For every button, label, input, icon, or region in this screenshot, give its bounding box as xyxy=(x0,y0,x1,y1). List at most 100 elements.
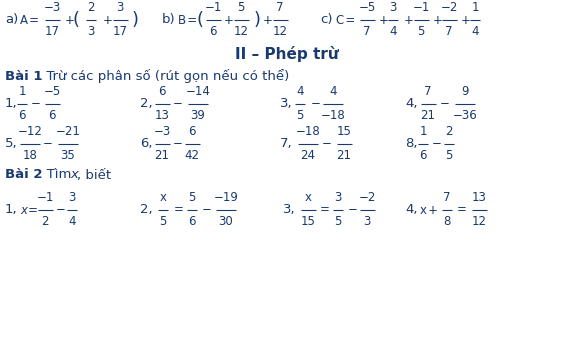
Text: −2: −2 xyxy=(440,1,458,14)
Text: 7,: 7, xyxy=(280,137,293,150)
Text: =: = xyxy=(174,203,184,217)
Text: 4: 4 xyxy=(389,25,397,38)
Text: 30: 30 xyxy=(218,215,233,228)
Text: −1: −1 xyxy=(36,191,53,204)
Text: 5: 5 xyxy=(296,109,304,122)
Text: 8,: 8, xyxy=(405,137,417,150)
Text: 5: 5 xyxy=(189,191,196,204)
Text: 3: 3 xyxy=(363,215,371,228)
Text: 1,: 1, xyxy=(5,203,18,217)
Text: 3: 3 xyxy=(87,25,95,38)
Text: −36: −36 xyxy=(453,109,477,122)
Text: −3: −3 xyxy=(43,1,60,14)
Text: +: + xyxy=(263,14,273,26)
Text: 2,: 2, xyxy=(140,97,152,111)
Text: 4: 4 xyxy=(472,25,479,38)
Text: 1: 1 xyxy=(18,85,26,98)
Text: 13: 13 xyxy=(155,109,170,122)
Text: −12: −12 xyxy=(18,125,43,138)
Text: −: − xyxy=(43,137,53,150)
Text: +: + xyxy=(65,14,75,26)
Text: 5: 5 xyxy=(334,215,342,228)
Text: 2: 2 xyxy=(41,215,49,228)
Text: 2: 2 xyxy=(445,125,453,138)
Text: −5: −5 xyxy=(43,85,60,98)
Text: −18: −18 xyxy=(296,125,320,138)
Text: 15: 15 xyxy=(301,215,316,228)
Text: x +: x + xyxy=(420,203,438,217)
Text: 3: 3 xyxy=(116,1,124,14)
Text: 5: 5 xyxy=(417,25,425,38)
Text: 21: 21 xyxy=(155,149,170,162)
Text: B =: B = xyxy=(178,14,197,26)
Text: −1: −1 xyxy=(204,1,222,14)
Text: Bài 2: Bài 2 xyxy=(5,169,43,182)
Text: −: − xyxy=(348,203,358,217)
Text: a): a) xyxy=(5,14,18,26)
Text: x: x xyxy=(159,191,167,204)
Text: =: = xyxy=(320,203,330,217)
Text: −1: −1 xyxy=(412,1,430,14)
Text: 17: 17 xyxy=(44,25,59,38)
Text: 6: 6 xyxy=(18,109,26,122)
Text: −: − xyxy=(173,137,183,150)
Text: Bài 1: Bài 1 xyxy=(5,69,43,82)
Text: −: − xyxy=(202,203,212,217)
Text: 15: 15 xyxy=(336,125,351,138)
Text: +: + xyxy=(404,14,414,26)
Text: 12: 12 xyxy=(273,25,288,38)
Text: 6: 6 xyxy=(209,25,217,38)
Text: x: x xyxy=(70,169,78,182)
Text: −: − xyxy=(440,97,450,111)
Text: 6,: 6, xyxy=(140,137,152,150)
Text: −: − xyxy=(173,97,183,111)
Text: 24: 24 xyxy=(301,149,316,162)
Text: . Trừ các phân số (rút gọn nếu có thể): . Trừ các phân số (rút gọn nếu có thể) xyxy=(38,69,289,83)
Text: −19: −19 xyxy=(213,191,239,204)
Text: 6: 6 xyxy=(48,109,56,122)
Text: 3,: 3, xyxy=(283,203,296,217)
Text: +: + xyxy=(433,14,443,26)
Text: 12: 12 xyxy=(472,215,486,228)
Text: 1: 1 xyxy=(472,1,479,14)
Text: 3,: 3, xyxy=(280,97,293,111)
Text: 6: 6 xyxy=(188,125,196,138)
Text: 1,: 1, xyxy=(5,97,18,111)
Text: 42: 42 xyxy=(185,149,200,162)
Text: x: x xyxy=(305,191,312,204)
Text: 4,: 4, xyxy=(405,97,417,111)
Text: +: + xyxy=(379,14,389,26)
Text: 9: 9 xyxy=(461,85,469,98)
Text: 7: 7 xyxy=(363,25,371,38)
Text: C =: C = xyxy=(336,14,355,26)
Text: −5: −5 xyxy=(358,1,375,14)
Text: 4: 4 xyxy=(68,215,76,228)
Text: −: − xyxy=(311,97,321,111)
Text: 2: 2 xyxy=(87,1,95,14)
Text: b): b) xyxy=(162,14,175,26)
Text: A =: A = xyxy=(20,14,39,26)
Text: 8: 8 xyxy=(443,215,451,228)
Text: 35: 35 xyxy=(60,149,75,162)
Text: 21: 21 xyxy=(420,109,435,122)
Text: c): c) xyxy=(320,14,332,26)
Text: 1: 1 xyxy=(419,125,427,138)
Text: ): ) xyxy=(132,11,139,29)
Text: −21: −21 xyxy=(56,125,80,138)
Text: =: = xyxy=(457,203,467,217)
Text: 6: 6 xyxy=(188,215,196,228)
Text: 2,: 2, xyxy=(140,203,152,217)
Text: +: + xyxy=(224,14,234,26)
Text: 6: 6 xyxy=(158,85,166,98)
Text: 4,: 4, xyxy=(405,203,417,217)
Text: , biết: , biết xyxy=(77,169,111,182)
Text: +: + xyxy=(103,14,113,26)
Text: −2: −2 xyxy=(358,191,375,204)
Text: 5: 5 xyxy=(159,215,167,228)
Text: II – Phép trừ: II – Phép trừ xyxy=(235,46,339,62)
Text: 18: 18 xyxy=(22,149,37,162)
Text: −: − xyxy=(31,97,41,111)
Text: −: − xyxy=(432,137,442,150)
Text: 39: 39 xyxy=(190,109,205,122)
Text: 4: 4 xyxy=(329,85,337,98)
